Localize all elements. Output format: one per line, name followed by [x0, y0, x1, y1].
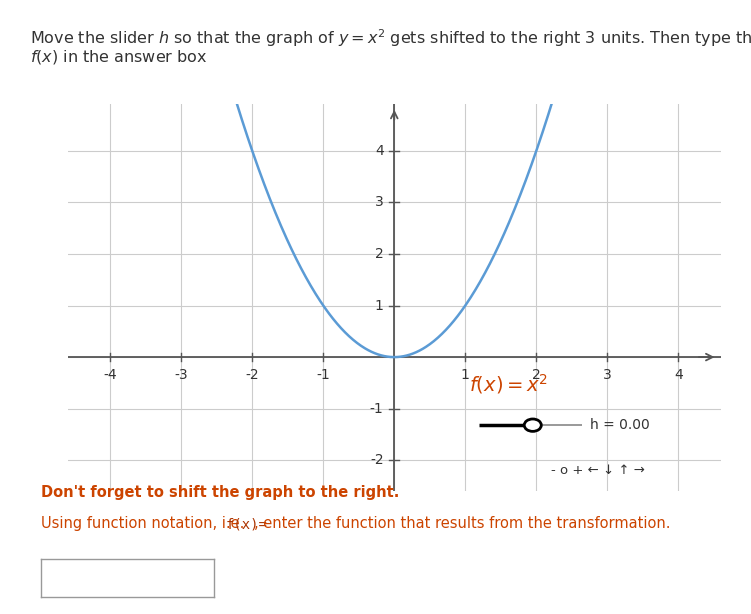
- Text: Don't forget to shift the graph to the right.: Don't forget to shift the graph to the r…: [41, 486, 400, 500]
- Text: -3: -3: [174, 368, 188, 383]
- Text: f(x)=: f(x)=: [225, 517, 267, 531]
- Text: -1: -1: [370, 402, 384, 416]
- Text: $f(x)$ in the answer box: $f(x)$ in the answer box: [30, 48, 207, 66]
- Text: -2: -2: [246, 368, 259, 383]
- Text: 4: 4: [375, 144, 384, 158]
- Text: h = 0.00: h = 0.00: [590, 418, 650, 432]
- Text: -2: -2: [370, 453, 384, 467]
- Text: 3: 3: [375, 195, 384, 209]
- Text: , enter the function that results from the transformation.: , enter the function that results from t…: [254, 516, 671, 531]
- Text: Using function notation, i.e.: Using function notation, i.e.: [41, 516, 249, 531]
- Circle shape: [524, 419, 541, 432]
- Text: $f(x) = x^2$: $f(x) = x^2$: [469, 372, 548, 396]
- Text: 1: 1: [375, 298, 384, 313]
- Text: -4: -4: [104, 368, 117, 383]
- Text: 4: 4: [674, 368, 683, 383]
- Text: 3: 3: [603, 368, 612, 383]
- Text: - o + ← ↓ ↑ →: - o + ← ↓ ↑ →: [550, 464, 644, 477]
- Text: 2: 2: [532, 368, 541, 383]
- Text: 1: 1: [461, 368, 469, 383]
- Text: -1: -1: [316, 368, 330, 383]
- Text: Move the slider $h$ so that the graph of $y = x^2$ gets shifted to the right 3 u: Move the slider $h$ so that the graph of…: [30, 28, 751, 49]
- Text: 2: 2: [375, 247, 384, 261]
